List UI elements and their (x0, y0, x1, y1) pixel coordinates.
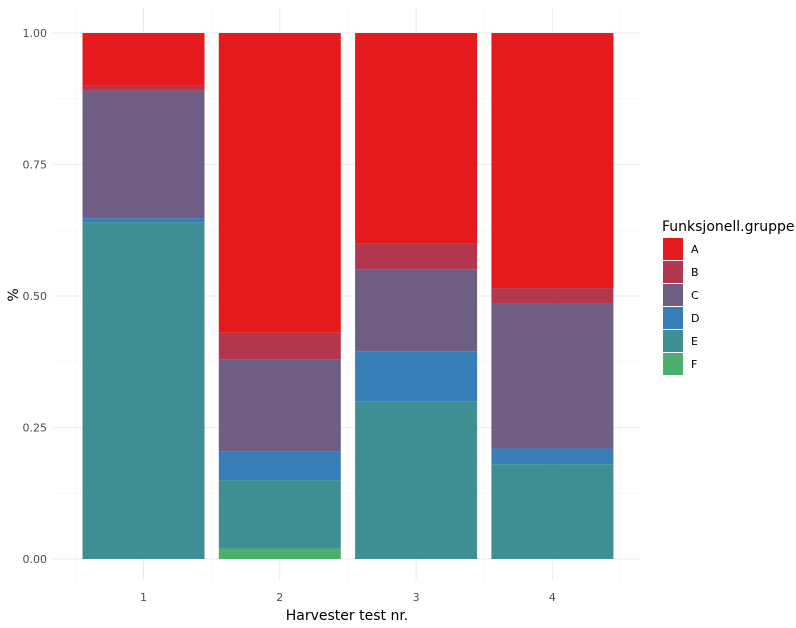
bar-segment-d-1: D: 0.008 (82, 218, 205, 223)
bar-segment-a-1: A: 0.1 (82, 33, 205, 86)
bar-segment-b-2: B: 0.05 (218, 332, 341, 360)
bar-segment-c-3: C: 0.155 (355, 269, 478, 352)
bar-segment-b-3: B: 0.05 (355, 243, 478, 270)
y-tick-label: 0.00 (23, 553, 48, 566)
bar-segment-e-2: E: 0.13 (218, 480, 341, 549)
legend-label-b: B (691, 266, 699, 279)
bar-segment-a-2: A: 0.57 (218, 33, 341, 333)
legend-key-b (663, 261, 683, 283)
y-tick-label: 1.00 (23, 27, 48, 40)
bar-segment-d-4: D: 0.03 (491, 448, 614, 465)
x-tick-label: 1 (140, 591, 147, 604)
bar-segment-c-1: C: 0.242 (82, 90, 205, 219)
legend-label-c: C (691, 289, 699, 302)
y-axis-ticks: 0.00 0.25 0.50 0.75 1.00 (23, 27, 48, 566)
x-axis-title: Harvester test nr. (286, 608, 409, 624)
legend-key-e (663, 330, 683, 352)
bar-segment-a-4: A: 0.485 (491, 33, 614, 289)
bar-segment-e-1: E: 0.64 (82, 222, 205, 560)
bar-segment-f-2: F: 0.02 (218, 548, 341, 559)
legend-key-c (663, 284, 683, 306)
bar-segment-c-2: C: 0.175 (218, 359, 341, 452)
bar-segment-b-4: B: 0.03 (491, 288, 614, 304)
legend-key-d (663, 307, 683, 329)
bar-segment-e-4: E: 0.18 (491, 464, 614, 559)
bar-segment-e-3: E: 0.3 (355, 401, 478, 559)
bar-segment-c-4: C: 0.275 (491, 303, 614, 449)
legend-title: Funksjonell.gruppe (662, 219, 795, 235)
x-tick-label: 2 (276, 591, 283, 604)
y-tick-label: 0.50 (23, 290, 48, 303)
legend-label-e: E (691, 335, 698, 348)
x-tick-label: 3 (413, 591, 420, 604)
legend-label-f: F (691, 358, 697, 371)
y-tick-label: 0.75 (23, 159, 48, 172)
bar-segment-d-2: D: 0.055 (218, 451, 341, 481)
bar-segment-d-3: D: 0.095 (355, 351, 478, 402)
legend-label-d: D (691, 312, 699, 325)
y-tick-label: 0.25 (23, 422, 48, 435)
bar-segment-a-3: A: 0.4 (355, 33, 478, 244)
x-tick-label: 4 (549, 591, 556, 604)
x-axis-ticks: 1 2 3 4 (140, 591, 556, 604)
bars: E: 0.64D: 0.008C: 0.242B: 0.01A: 0.1 F: 0… (82, 33, 614, 560)
bar-segment-b-1: B: 0.01 (82, 85, 205, 91)
legend-label-a: A (691, 243, 699, 256)
legend-key-f (663, 353, 683, 375)
legend-key-a (663, 238, 683, 260)
y-axis-title: % (6, 288, 22, 301)
